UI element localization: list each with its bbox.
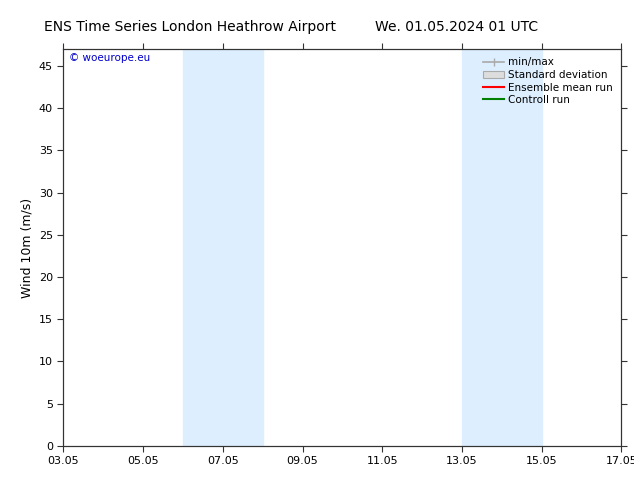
- Text: ENS Time Series London Heathrow Airport: ENS Time Series London Heathrow Airport: [44, 20, 336, 34]
- Legend: min/max, Standard deviation, Ensemble mean run, Controll run: min/max, Standard deviation, Ensemble me…: [480, 54, 616, 108]
- Bar: [183, 49, 262, 446]
- Text: We. 01.05.2024 01 UTC: We. 01.05.2024 01 UTC: [375, 20, 538, 34]
- Text: © woeurope.eu: © woeurope.eu: [69, 53, 150, 63]
- Y-axis label: Wind 10m (m/s): Wind 10m (m/s): [20, 197, 34, 297]
- Bar: [462, 49, 541, 446]
